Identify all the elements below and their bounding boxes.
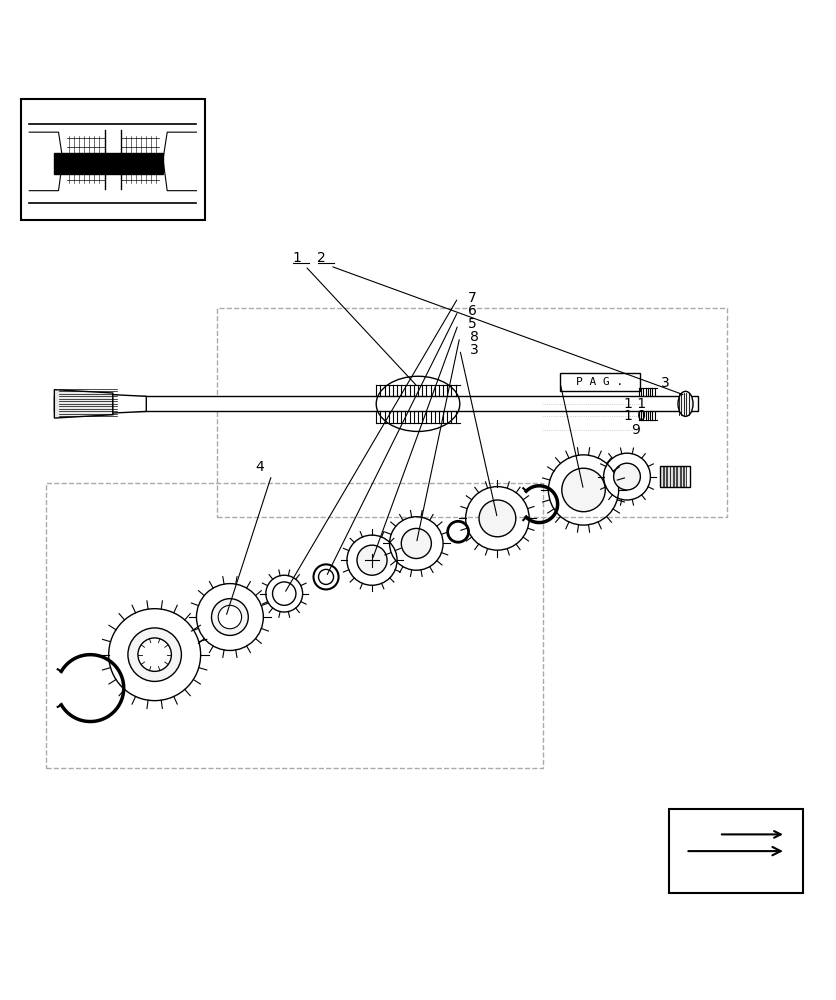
- Circle shape: [357, 545, 387, 575]
- Text: 1 0: 1 0: [624, 409, 646, 423]
- Text: 2: 2: [318, 251, 326, 265]
- Circle shape: [138, 638, 171, 671]
- Text: P A G .: P A G .: [576, 377, 624, 387]
- Bar: [670, 466, 673, 487]
- Ellipse shape: [319, 569, 334, 584]
- Polygon shape: [113, 395, 146, 413]
- Bar: [677, 466, 680, 487]
- Polygon shape: [54, 390, 113, 418]
- Text: 3: 3: [660, 376, 669, 390]
- Text: 5: 5: [468, 317, 477, 331]
- Text: 1 1: 1 1: [624, 397, 646, 411]
- Text: 4: 4: [256, 460, 264, 474]
- Circle shape: [562, 468, 605, 512]
- Text: 6: 6: [468, 304, 477, 318]
- Circle shape: [212, 599, 248, 635]
- Bar: [660, 466, 690, 487]
- Text: 1: 1: [293, 251, 301, 265]
- Circle shape: [614, 463, 640, 490]
- Bar: [667, 466, 670, 487]
- Bar: [669, 809, 803, 893]
- Circle shape: [401, 528, 431, 559]
- Bar: [660, 466, 663, 487]
- Text: 8: 8: [470, 330, 479, 344]
- Bar: [217, 308, 727, 517]
- Bar: [674, 466, 676, 487]
- Bar: [46, 483, 543, 768]
- Bar: [684, 466, 686, 487]
- Circle shape: [128, 628, 181, 681]
- Text: 9: 9: [631, 423, 640, 437]
- Bar: [681, 466, 683, 487]
- Bar: [54, 153, 163, 174]
- Bar: [664, 466, 666, 487]
- Bar: [54, 396, 698, 411]
- Ellipse shape: [678, 391, 693, 416]
- Circle shape: [218, 605, 242, 629]
- Text: 3: 3: [470, 343, 478, 357]
- Text: 7: 7: [468, 291, 477, 305]
- Circle shape: [273, 582, 296, 605]
- Circle shape: [479, 500, 516, 537]
- Bar: [560, 373, 640, 391]
- Bar: [21, 99, 205, 220]
